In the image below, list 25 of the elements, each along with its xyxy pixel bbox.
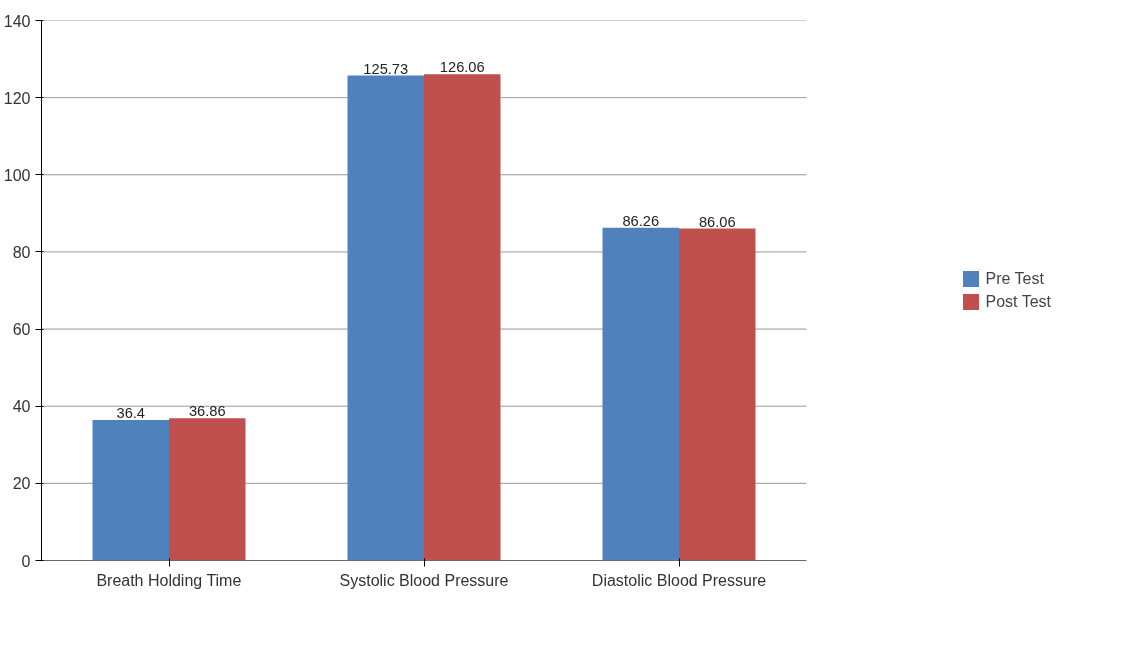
y-tick-label: 140 [3,12,31,30]
legend-label: Post Test [985,292,1051,311]
y-tick-label: 100 [3,166,31,184]
y-tick-label: 80 [12,243,31,261]
data-label: 125.73 [363,60,409,77]
data-label: 86.26 [622,212,660,229]
x-tick-label: Systolic Blood Pressure [339,571,509,589]
y-tick-label: 40 [12,398,31,416]
y-tick-label: 0 [21,552,31,570]
y-tick-label: 60 [12,321,31,339]
y-tick-label: 120 [3,89,31,107]
x-tick-label: Breath Holding Time [96,571,242,589]
bar [169,418,246,561]
bar [347,75,424,561]
bar [679,228,756,561]
data-label: 126.06 [439,59,485,76]
legend-label: Pre Test [985,269,1044,288]
bar [602,227,679,561]
y-tick-label: 20 [12,475,31,493]
data-label: 86.06 [698,213,736,230]
data-label: 36.4 [116,405,146,422]
x-tick-label: Diastolic Blood Pressure [591,571,767,589]
data-label: 36.86 [188,403,226,420]
bar [424,74,501,561]
bar [92,420,169,561]
